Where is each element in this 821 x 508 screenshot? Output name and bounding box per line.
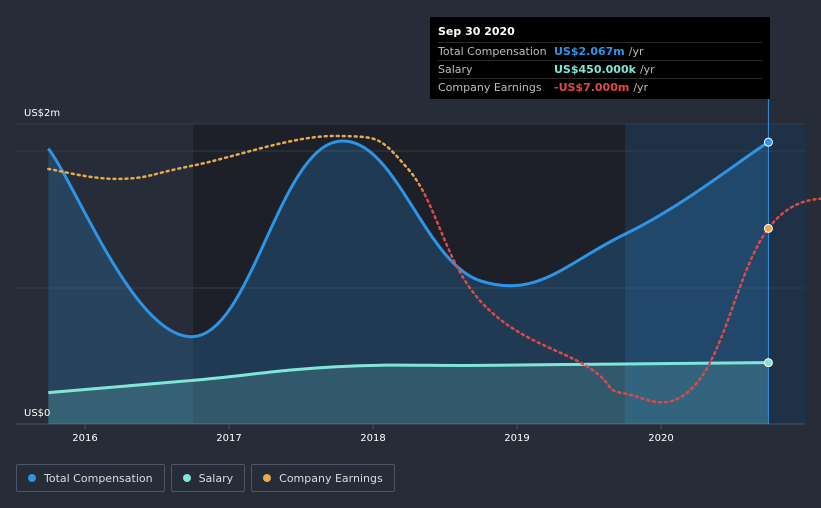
tooltip-label: Total Compensation <box>438 45 547 58</box>
legend-label: Company Earnings <box>279 471 383 485</box>
tooltip-value: -US$7.000m <box>554 81 630 94</box>
series-markers <box>763 137 773 368</box>
x-tick-label: 2020 <box>648 433 673 444</box>
total-compensation-line <box>47 139 770 339</box>
x-axis-ticks: 2016 2017 2018 2019 2020 <box>72 424 674 444</box>
series-lines <box>47 134 821 404</box>
tooltip-row-total: Total Compensation US$2.067m /yr <box>438 42 762 60</box>
tooltip-value: US$450.000k <box>554 63 636 76</box>
grid <box>16 123 805 425</box>
y-tick-top: US$2m <box>24 108 60 119</box>
tooltip-unit: /yr <box>639 63 655 76</box>
x-tick-label: 2019 <box>504 433 529 444</box>
legend: Total Compensation Salary Company Earnin… <box>16 464 395 492</box>
tooltip-unit: /yr <box>633 81 649 94</box>
salary-marker <box>763 358 773 368</box>
y-tick-bottom: US$0 <box>24 408 50 419</box>
legend-item-salary[interactable]: Salary <box>170 464 246 492</box>
legend-item-company-earnings[interactable]: Company Earnings <box>251 464 395 492</box>
company-earnings-line <box>47 134 821 404</box>
tooltip: Sep 30 2020 Total Compensation US$2.067m… <box>430 17 770 99</box>
chart-highlight-panel <box>625 124 805 424</box>
legend-item-total-compensation[interactable]: Total Compensation <box>16 464 165 492</box>
x-tick-label: 2017 <box>216 433 241 444</box>
total-compensation-marker <box>763 137 773 147</box>
company-earnings-marker <box>763 223 773 233</box>
tooltip-value: US$2.067m <box>554 45 625 58</box>
legend-dot-icon <box>263 474 272 482</box>
salary-line <box>48 361 769 395</box>
legend-dot-icon <box>28 474 36 482</box>
legend-label: Salary <box>198 471 234 485</box>
x-tick-label: 2018 <box>360 433 385 444</box>
tooltip-unit: /yr <box>628 45 644 58</box>
tooltip-row-salary: Salary US$450.000k /yr <box>438 60 762 78</box>
legend-label: Total Compensation <box>44 471 153 485</box>
total-compensation-area <box>48 141 769 425</box>
x-tick-label: 2016 <box>72 433 97 444</box>
tooltip-row-earnings: Company Earnings -US$7.000m /yr <box>438 78 762 96</box>
tooltip-label: Salary <box>438 63 473 76</box>
tooltip-date: Sep 30 2020 <box>438 25 515 38</box>
tooltip-label: Company Earnings <box>438 81 542 94</box>
legend-dot-icon <box>182 474 191 482</box>
